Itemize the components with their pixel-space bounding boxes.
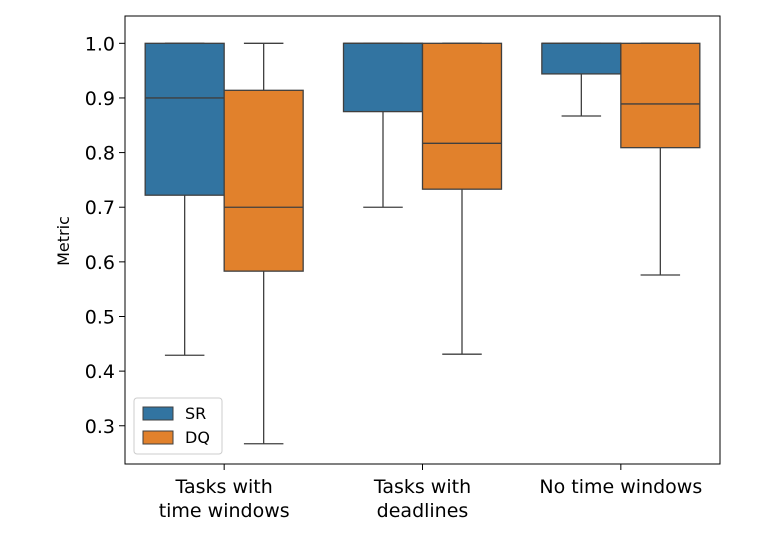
iqr-box xyxy=(223,89,304,272)
x-tick-label: deadlines xyxy=(377,500,469,522)
box-sr-1 xyxy=(144,42,225,356)
box-sr-2 xyxy=(342,42,424,208)
x-tick-label: No time windows xyxy=(539,476,702,498)
y-tick-label: 0.7 xyxy=(85,197,115,219)
legend-label-dq: DQ xyxy=(185,428,210,447)
legend-label-sr: SR xyxy=(185,404,206,423)
y-tick-label: 0.8 xyxy=(85,143,115,165)
y-tick-label: 1.0 xyxy=(85,33,115,55)
legend-swatch-sr xyxy=(142,406,174,421)
box-dq-1 xyxy=(223,42,304,445)
iqr-box xyxy=(620,42,701,149)
box-sr-3 xyxy=(541,42,622,117)
plot-area xyxy=(144,42,701,445)
y-tick-label: 0.9 xyxy=(85,88,115,110)
box-dq-3 xyxy=(620,42,701,276)
x-tick-label: Tasks with xyxy=(175,476,273,498)
y-tick-label: 0.3 xyxy=(85,416,115,438)
legend: SR DQ xyxy=(133,397,223,455)
y-tick-label: 0.4 xyxy=(85,361,115,383)
iqr-box xyxy=(144,42,225,196)
iqr-box xyxy=(421,42,503,190)
y-axis: 0.3 0.4 0.5 0.6 0.7 0.8 0.9 1.0 xyxy=(85,33,125,438)
x-tick-label: Tasks with xyxy=(373,476,471,498)
iqr-box xyxy=(541,42,622,75)
legend-swatch-dq xyxy=(142,430,174,445)
y-tick-label: 0.5 xyxy=(85,306,115,328)
x-tick-label: time windows xyxy=(159,500,290,522)
iqr-box xyxy=(342,42,424,113)
y-axis-label: Metric xyxy=(54,216,73,266)
y-tick-label: 0.6 xyxy=(85,252,115,274)
box-dq-2 xyxy=(421,42,503,355)
